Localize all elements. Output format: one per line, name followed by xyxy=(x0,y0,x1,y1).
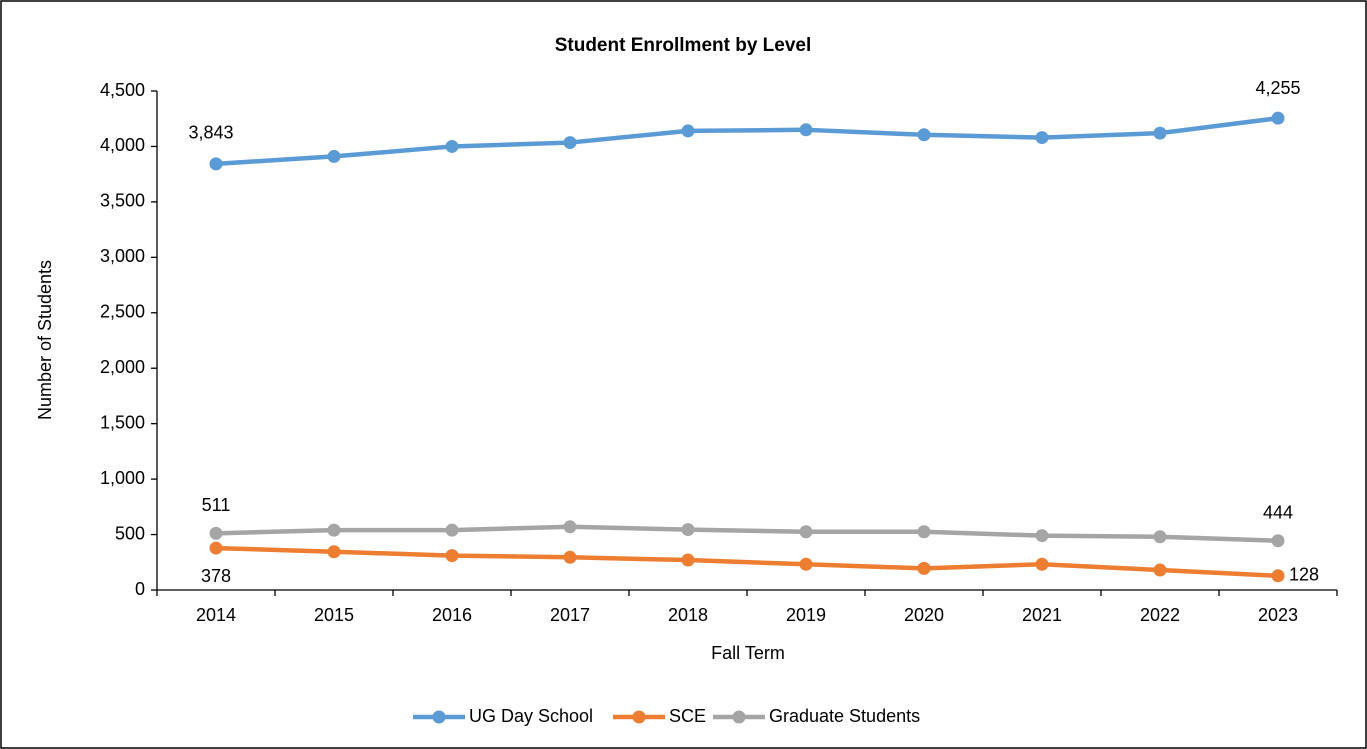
data-point xyxy=(681,523,695,537)
y-tick-label: 0 xyxy=(135,579,145,599)
x-tick-label: 2022 xyxy=(1140,605,1180,625)
data-point xyxy=(445,139,459,153)
data-point xyxy=(1035,131,1049,145)
legend-marker xyxy=(632,710,646,724)
data-label: 378 xyxy=(201,566,231,586)
y-tick-label: 2,500 xyxy=(100,302,145,322)
y-tick-label: 3,500 xyxy=(100,191,145,211)
data-point xyxy=(799,525,813,539)
x-tick-label: 2014 xyxy=(196,605,236,625)
data-point xyxy=(1271,569,1285,583)
y-tick-label: 3,000 xyxy=(100,246,145,266)
legend-label: UG Day School xyxy=(469,706,593,726)
data-label: 511 xyxy=(202,495,231,515)
data-point xyxy=(681,124,695,138)
data-point xyxy=(1153,563,1167,577)
data-label: 128 xyxy=(1289,565,1319,585)
data-point xyxy=(799,123,813,137)
data-point xyxy=(209,157,223,171)
data-point xyxy=(917,525,931,539)
x-tick-label: 2021 xyxy=(1022,605,1062,625)
data-point xyxy=(799,557,813,571)
y-tick-label: 500 xyxy=(115,523,145,543)
data-point xyxy=(209,541,223,555)
x-tick-label: 2015 xyxy=(314,605,354,625)
data-point xyxy=(917,128,931,142)
y-tick-label: 1,500 xyxy=(100,412,145,432)
data-point xyxy=(563,550,577,564)
data-point xyxy=(563,136,577,150)
data-point xyxy=(681,553,695,567)
data-label: 3,843 xyxy=(188,123,233,143)
data-label: 4,255 xyxy=(1255,78,1300,98)
legend-label: Graduate Students xyxy=(769,706,920,726)
data-point xyxy=(327,545,341,559)
x-axis-title: Fall Term xyxy=(711,643,785,663)
y-tick-label: 1,000 xyxy=(100,468,145,488)
data-point xyxy=(445,549,459,563)
data-point xyxy=(327,523,341,537)
x-tick-label: 2019 xyxy=(786,605,826,625)
data-point xyxy=(563,520,577,534)
data-point xyxy=(1271,534,1285,548)
data-point xyxy=(1271,111,1285,125)
legend-marker xyxy=(432,710,446,724)
series-line xyxy=(215,545,1279,579)
data-point xyxy=(445,523,459,537)
y-axis-title: Number of Students xyxy=(35,260,55,420)
data-point xyxy=(917,561,931,575)
data-point xyxy=(1035,557,1049,571)
series-line xyxy=(215,115,1279,167)
data-point xyxy=(209,526,223,540)
data-point xyxy=(1153,530,1167,544)
data-point xyxy=(1035,529,1049,543)
legend-marker xyxy=(732,710,746,724)
data-label: 444 xyxy=(1263,503,1293,523)
legend-label: SCE xyxy=(669,706,706,726)
x-tick-label: 2020 xyxy=(904,605,944,625)
x-tick-label: 2017 xyxy=(550,605,590,625)
x-tick-label: 2018 xyxy=(668,605,708,625)
y-tick-label: 2,000 xyxy=(100,357,145,377)
x-tick-label: 2023 xyxy=(1258,605,1298,625)
data-point xyxy=(327,149,341,163)
data-point xyxy=(1153,126,1167,140)
chart-title: Student Enrollment by Level xyxy=(555,35,812,56)
y-tick-label: 4,500 xyxy=(100,80,145,100)
y-tick-label: 4,000 xyxy=(100,135,145,155)
series-line xyxy=(215,524,1279,544)
x-tick-label: 2016 xyxy=(432,605,472,625)
